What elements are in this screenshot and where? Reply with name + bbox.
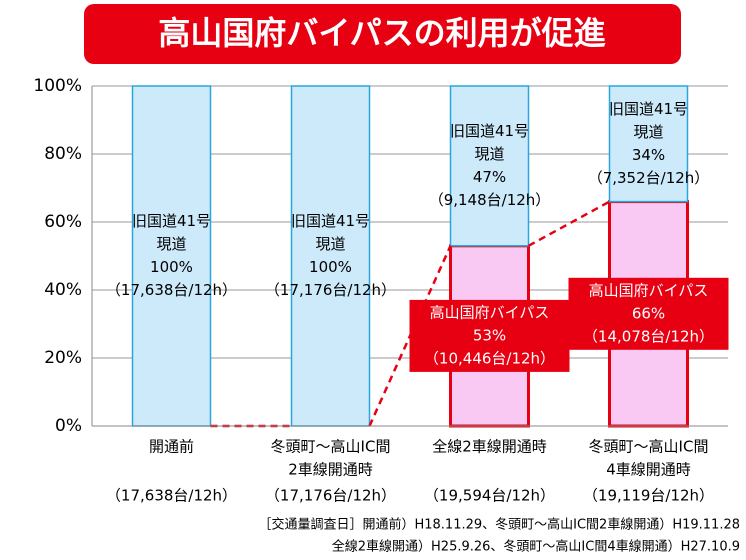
road-label: 47% <box>473 168 506 186</box>
x-tick-label: 全線2車線開通時 <box>432 438 547 456</box>
y-tick-label: 80% <box>44 144 82 164</box>
road-label: 現道 <box>315 235 345 253</box>
road-label: （17,176台/12h） <box>265 281 396 299</box>
x-tick-label: 2車線開通時 <box>288 461 373 479</box>
footnote: ［交通量調査日］開通前）H18.11.29、冬頭町～高山IC間2車線開通）H19… <box>258 517 740 533</box>
x-tick-label: 冬頭町～高山IC間 <box>589 438 709 456</box>
bar-segment <box>449 85 530 247</box>
y-tick-label: 0% <box>55 416 82 436</box>
y-tick-label: 40% <box>44 280 82 300</box>
bypass-label: （10,446台/12h） <box>424 349 555 367</box>
road-label: （17,638台/12h） <box>106 281 237 299</box>
bar-segment <box>290 85 371 427</box>
road-label: 旧国道41号 <box>291 212 370 230</box>
road-label: 旧国道41号 <box>609 100 688 118</box>
bypass-label: 66% <box>632 304 665 322</box>
y-tick-label: 100% <box>33 76 82 96</box>
road-label: 旧国道41号 <box>450 122 529 140</box>
road-label: 旧国道41号 <box>132 212 211 230</box>
bypass-label: （14,078台/12h） <box>583 327 714 345</box>
category-total: （19,119台/12h） <box>583 487 714 505</box>
road-label: 現道 <box>474 145 504 163</box>
bypass-label: 高山国府バイパス <box>589 281 709 299</box>
road-label: 現道 <box>156 235 186 253</box>
category-total: （19,594台/12h） <box>424 487 555 505</box>
category-total: （17,176台/12h） <box>265 487 396 505</box>
road-label: （9,148台/12h） <box>429 191 551 209</box>
road-label: 100% <box>309 258 352 276</box>
bar-segment <box>608 85 689 203</box>
bar-segment <box>131 85 212 427</box>
road-label: 34% <box>632 146 665 164</box>
connector <box>527 200 611 247</box>
title-banner <box>84 4 681 64</box>
x-tick-label: 冬頭町～高山IC間 <box>271 438 391 456</box>
y-tick-label: 60% <box>44 212 82 232</box>
x-tick-label: 4車線開通時 <box>606 461 691 479</box>
road-label: 100% <box>150 258 193 276</box>
footnote: 全線2車線開通）H25.9.26、冬頭町～高山IC間4車線開通）H27.10.9 <box>332 539 740 555</box>
road-label: 現道 <box>633 123 663 141</box>
label-box <box>409 299 570 372</box>
chart-title: 高山国府バイパスの利用が促進 <box>158 14 605 52</box>
x-tick-label: 開通前 <box>149 438 194 456</box>
connector <box>368 245 452 427</box>
bypass-label: 53% <box>473 326 506 344</box>
y-tick-label: 20% <box>44 348 82 368</box>
label-box <box>568 277 729 350</box>
bypass-label: 高山国府バイパス <box>430 303 550 321</box>
category-total: （17,638台/12h） <box>106 487 237 505</box>
road-label: （7,352台/12h） <box>588 169 710 187</box>
